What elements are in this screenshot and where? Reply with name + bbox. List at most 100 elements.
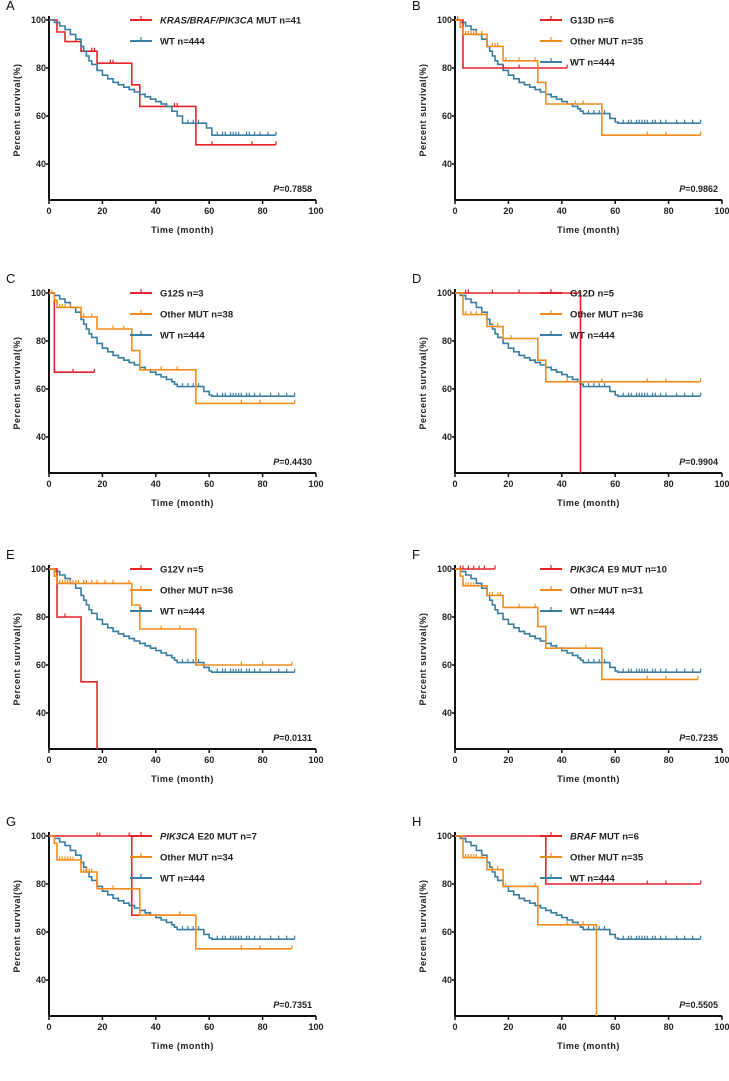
panel-label: C	[6, 271, 15, 286]
legend-series-name: WT n=444	[160, 37, 205, 48]
legend-label: G13D n=6	[570, 16, 614, 27]
x-tick-label: 60	[204, 1022, 214, 1032]
x-tick-label: 0	[46, 755, 51, 765]
x-tick-label: 40	[151, 206, 161, 216]
survival-curve	[455, 19, 701, 136]
p-value-symbol: P	[273, 184, 280, 194]
p-value-number: 0.9862	[690, 184, 718, 194]
x-tick-label: 80	[664, 479, 674, 489]
y-tick-label: 60	[36, 927, 46, 937]
survival-curve	[455, 568, 698, 681]
p-value-number: 0.7858	[284, 184, 312, 194]
y-axis-label: Percent survival(%)	[418, 612, 428, 705]
legend-label: WT n=444	[570, 331, 615, 342]
x-tick-label: 20	[97, 755, 107, 765]
survival-chart: B 0 20 40 60 80 100 40 60 80 100 Time (month) Percen…	[412, 0, 729, 235]
legend-series-name: Other MUT n=38	[160, 310, 233, 321]
p-value-equals: =	[279, 1000, 284, 1010]
survival-chart: F 0 20 40 60 80 100 40 60 80 100 Time (month) Percen…	[412, 547, 729, 784]
legend-label: G12V n=5	[160, 565, 204, 576]
x-tick-label: 20	[97, 206, 107, 216]
x-tick-label: 0	[46, 479, 51, 489]
survival-chart: C 0 20 40 60 80 100 40 60 80 100 Time (month) Percen…	[6, 271, 324, 508]
y-tick-label: 100	[437, 831, 452, 841]
survival-panel-b: B 0 20 40 60 80 100 40 60 80 100 Time (month) Percen…	[406, 0, 729, 260]
survival-panel-c: C 0 20 40 60 80 100 40 60 80 100 Time (month) Percen…	[0, 263, 364, 533]
x-tick-label: 20	[503, 755, 513, 765]
y-axis-label: Percent survival(%)	[418, 63, 428, 156]
survival-chart: G 0 20 40 60 80 100 40 60 80 100 Time (month) Percen…	[6, 814, 324, 1051]
y-tick-label: 60	[442, 384, 452, 394]
y-tick-label: 80	[36, 63, 46, 73]
legend-series-name: E9 MUT n=10	[605, 565, 667, 576]
survival-panel-a: A 0 20 40 60 80 100 40 60 80 100 Time (month) Percen…	[0, 0, 364, 260]
x-tick-label: 80	[258, 206, 268, 216]
legend-series-name: G12D n=5	[570, 289, 615, 300]
p-value-equals: =	[685, 184, 690, 194]
legend-label: WT n=444	[160, 874, 205, 885]
legend-series-name: G12S n=3	[160, 289, 204, 300]
survival-chart: H 0 20 40 60 80 100 40 60 80 100 Time (month) Percen…	[412, 814, 729, 1051]
legend-series-name: MUT n=41	[253, 16, 301, 27]
y-tick-label: 40	[36, 432, 46, 442]
legend-label: Other MUT n=36	[160, 586, 233, 597]
x-tick-label: 20	[503, 479, 513, 489]
panel-label: B	[412, 0, 421, 13]
y-tick-label: 60	[36, 111, 46, 121]
x-tick-label: 100	[308, 479, 323, 489]
legend-series-name: WT n=444	[570, 874, 615, 885]
survival-curve	[455, 835, 701, 885]
survival-panel-f: F 0 20 40 60 80 100 40 60 80 100 Time (month) Percen…	[406, 539, 729, 809]
x-tick-label: 20	[503, 1022, 513, 1032]
legend-series-name: Other MUT n=35	[570, 37, 644, 48]
p-value-symbol: P	[679, 184, 686, 194]
x-tick-label: 80	[664, 1022, 674, 1032]
x-tick-label: 0	[452, 479, 457, 489]
legend-label: WT n=444	[570, 58, 615, 69]
p-value-equals: =	[279, 457, 284, 467]
survival-curve	[49, 292, 95, 373]
x-tick-label: 40	[557, 1022, 567, 1032]
x-tick-label: 60	[610, 1022, 620, 1032]
p-value-equals: =	[279, 733, 284, 743]
x-tick-label: 100	[308, 1022, 323, 1032]
y-axis-label: Percent survival(%)	[12, 63, 22, 156]
legend-label: Other MUT n=38	[160, 310, 233, 321]
y-tick-label: 100	[31, 15, 46, 25]
x-tick-label: 100	[714, 479, 729, 489]
p-value-equals: =	[685, 457, 690, 467]
survival-chart: A 0 20 40 60 80 100 40 60 80 100 Time (month) Percen…	[6, 0, 324, 235]
panel-label: D	[412, 271, 421, 286]
x-tick-label: 100	[714, 755, 729, 765]
x-tick-label: 40	[151, 755, 161, 765]
y-axis-label: Percent survival(%)	[418, 879, 428, 972]
x-tick-label: 80	[258, 479, 268, 489]
x-tick-label: 60	[610, 479, 620, 489]
x-axis-label: Time (month)	[557, 1041, 620, 1051]
x-tick-label: 40	[151, 479, 161, 489]
legend-series-name: Other MUT n=36	[160, 586, 233, 597]
y-tick-label: 60	[442, 660, 452, 670]
x-tick-label: 20	[97, 479, 107, 489]
legend-gene-name: BRAF	[570, 832, 597, 843]
panel-label: F	[412, 547, 420, 562]
legend-label: WT n=444	[570, 874, 615, 885]
p-value-number: 0.7235	[690, 733, 718, 743]
survival-chart: D 0 20 40 60 80 100 40 60 80 100 Time (month) Percen…	[412, 271, 729, 508]
y-tick-label: 40	[442, 159, 452, 169]
x-axis-label: Time (month)	[151, 225, 214, 235]
x-tick-label: 20	[97, 1022, 107, 1032]
x-tick-label: 60	[204, 206, 214, 216]
legend-series-name: Other MUT n=31	[570, 586, 644, 597]
p-value: P=0.0131	[273, 733, 312, 743]
x-tick-label: 100	[308, 755, 323, 765]
legend-label: WT n=444	[160, 607, 205, 618]
legend-series-name: WT n=444	[160, 331, 205, 342]
y-tick-label: 100	[437, 288, 452, 298]
p-value-symbol: P	[679, 457, 686, 467]
x-tick-label: 60	[204, 479, 214, 489]
panel-label: E	[6, 547, 15, 562]
legend-label: WT n=444	[570, 607, 615, 618]
legend-series-name: WT n=444	[160, 874, 205, 885]
p-value: P=0.5505	[679, 1000, 718, 1010]
